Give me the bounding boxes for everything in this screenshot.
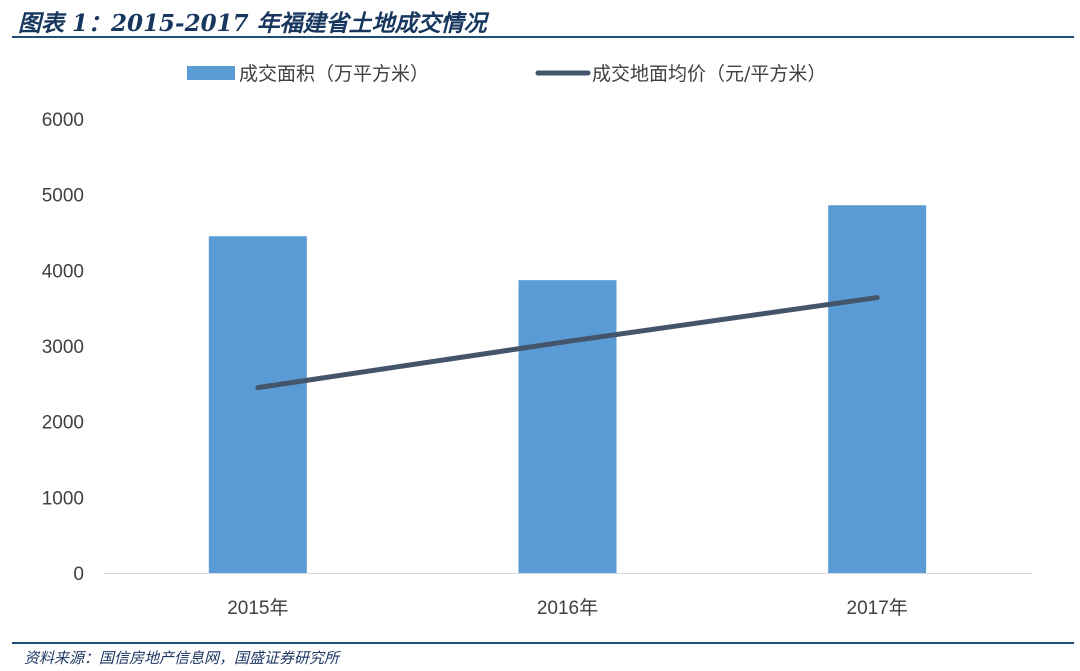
x-axis: 2015年 2016年 2017年	[103, 573, 1032, 619]
bar-series	[208, 205, 927, 574]
y-tick-label: 0	[73, 564, 84, 585]
bar	[208, 236, 307, 574]
y-tick-label: 2000	[42, 413, 84, 434]
bar	[518, 280, 617, 573]
source-note: 资料来源：国信房地产信息网，国盛证券研究所	[24, 649, 340, 667]
x-tick-label: 2016年	[537, 597, 598, 619]
legend-bar-swatch	[187, 66, 235, 80]
line-series-path	[255, 295, 880, 391]
y-tick-label: 5000	[42, 186, 84, 207]
legend: 成交面积（万平方米） 成交地面均价（元/平方米）	[187, 63, 826, 85]
y-axis: 0 1000 2000 3000 4000 5000 6000	[42, 110, 84, 585]
legend-bar-label: 成交面积（万平方米）	[239, 63, 429, 85]
source-rule	[12, 642, 1074, 644]
y-tick-label: 6000	[42, 110, 84, 131]
chart: 成交面积（万平方米） 成交地面均价（元/平方米） 0 1000 2000 3000 400…	[42, 63, 1032, 619]
y-tick-label: 1000	[42, 488, 84, 509]
x-tick-label: 2017年	[847, 597, 908, 619]
legend-line-label: 成交地面均价（元/平方米）	[592, 63, 826, 85]
title-rule	[12, 36, 1074, 38]
y-tick-label: 4000	[42, 261, 84, 282]
figure-title: 图表 1：2015-2017 年福建省土地成交情况	[18, 10, 487, 37]
y-tick-label: 3000	[42, 337, 84, 358]
line-series	[255, 295, 880, 391]
bar	[828, 205, 927, 573]
x-tick-label: 2015年	[227, 597, 288, 619]
